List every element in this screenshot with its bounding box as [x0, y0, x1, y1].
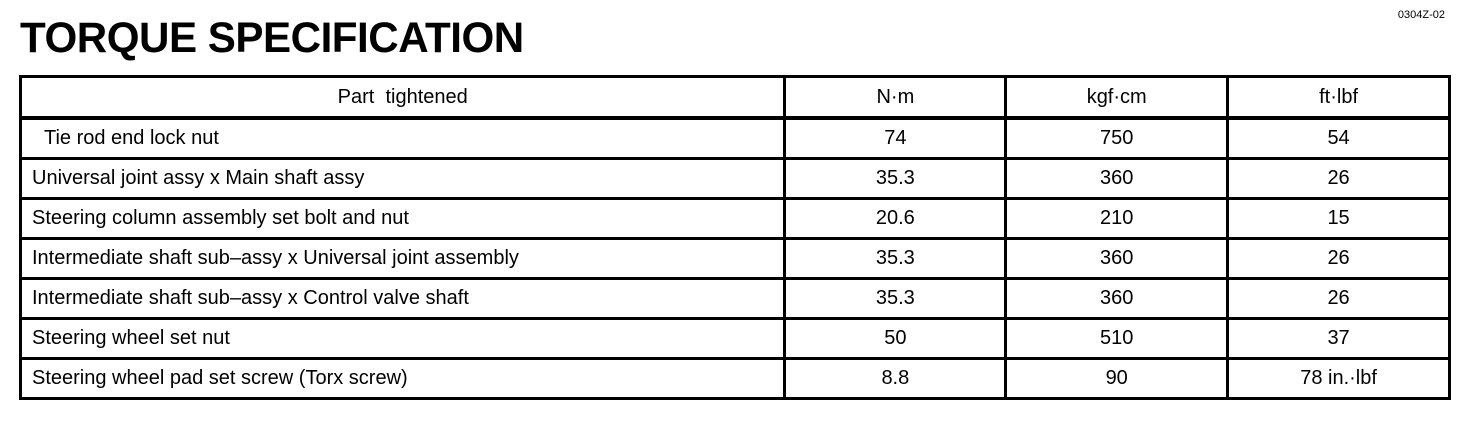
header-kgfcm: kgf·cm [1004, 75, 1230, 120]
kgfcm-cell: 360 [1004, 157, 1230, 200]
table-row: Universal joint assy x Main shaft assy 35… [18, 157, 1451, 200]
nm-cell: 8.8 [783, 357, 1008, 400]
header-nm: N·m [783, 75, 1008, 120]
nm-cell: 35.3 [783, 237, 1008, 280]
ftlbf-cell: 54 [1226, 116, 1451, 160]
part-cell: Intermediate shaft sub–assy x Universal … [18, 237, 787, 280]
part-cell: Steering column assembly set bolt and nu… [18, 197, 787, 240]
ftlbf-cell: 26 [1226, 157, 1451, 200]
table-row: Tie rod end lock nut 74 750 54 [18, 116, 1451, 160]
nm-cell: 74 [783, 116, 1008, 160]
nm-cell: 20.6 [783, 197, 1008, 240]
nm-cell: 50 [783, 317, 1008, 360]
ftlbf-cell: 15 [1226, 197, 1451, 240]
kgfcm-cell: 510 [1004, 317, 1230, 360]
table-row: Steering wheel pad set screw (Torx screw… [18, 357, 1451, 400]
kgfcm-cell: 360 [1004, 277, 1230, 320]
part-cell: Intermediate shaft sub–assy x Control va… [18, 277, 787, 320]
table-row: Intermediate shaft sub–assy x Control va… [18, 277, 1451, 320]
header-part: Part tightened [18, 75, 787, 120]
nm-cell: 35.3 [783, 157, 1008, 200]
kgfcm-cell: 90 [1004, 357, 1230, 400]
ftlbf-cell: 37 [1226, 317, 1451, 360]
kgfcm-cell: 360 [1004, 237, 1230, 280]
header-row: Part tightened N·m kgf·cm ft·lbf [18, 75, 1451, 120]
header-ftlbf: ft·lbf [1226, 75, 1451, 120]
nm-cell: 35.3 [783, 277, 1008, 320]
part-cell: Steering wheel set nut [18, 317, 787, 360]
page-title: TORQUE SPECIFICATION [20, 14, 524, 62]
part-cell: Steering wheel pad set screw (Torx screw… [18, 357, 787, 400]
table-row: Steering column assembly set bolt and nu… [18, 197, 1451, 240]
ftlbf-cell: 78 in.·lbf [1226, 357, 1451, 400]
table-row: Intermediate shaft sub–assy x Universal … [18, 237, 1451, 280]
kgfcm-cell: 210 [1004, 197, 1230, 240]
torque-table: Part tightened N·m kgf·cm ft·lbf Tie rod… [18, 75, 1451, 400]
ftlbf-cell: 26 [1226, 277, 1451, 320]
document-code: 0304Z-02 [1397, 9, 1445, 21]
ftlbf-cell: 26 [1226, 237, 1451, 280]
part-cell: Tie rod end lock nut [18, 116, 787, 160]
kgfcm-cell: 750 [1004, 116, 1230, 160]
table-row: Steering wheel set nut 50 510 37 [18, 317, 1451, 360]
part-cell: Universal joint assy x Main shaft assy [18, 157, 787, 200]
